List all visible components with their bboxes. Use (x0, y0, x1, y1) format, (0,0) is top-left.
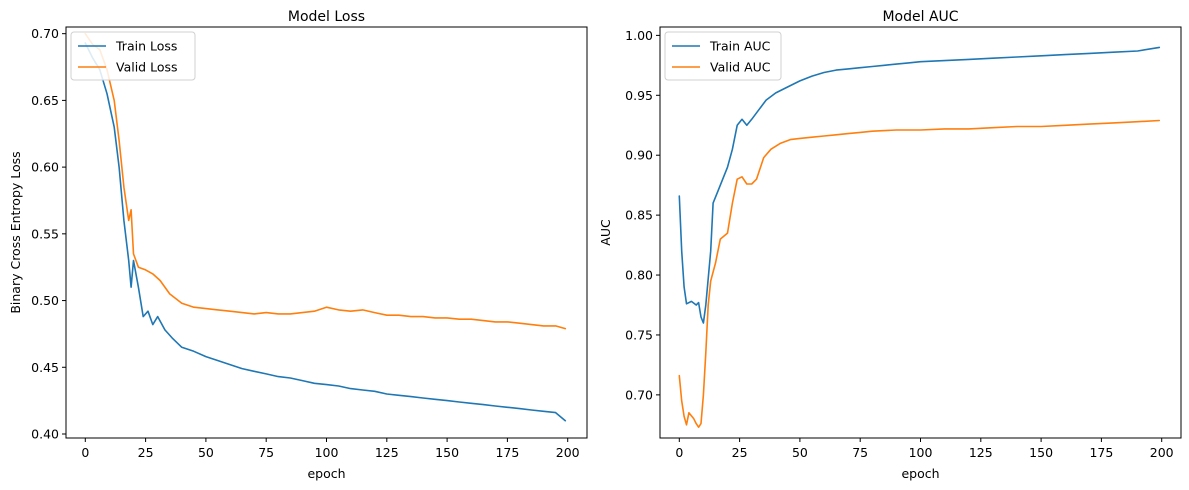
x-tick-label: 50 (792, 445, 808, 460)
legend-box (664, 31, 782, 81)
x-tick-label: 25 (732, 445, 748, 460)
legend-label: Valid AUC (710, 60, 771, 75)
series-line-train-auc (678, 46, 1161, 324)
y-tick-label: 1.00 (625, 28, 653, 43)
chart-title: Model AUC (882, 9, 958, 25)
x-axis-label: epoch (901, 466, 939, 481)
y-axis-label: AUC (598, 219, 613, 246)
y-tick-label: 0.50 (31, 293, 59, 308)
x-tick-label: 125 (969, 445, 993, 460)
x-tick-label: 100 (315, 445, 339, 460)
x-tick-label: 0 (81, 445, 89, 460)
x-tick-label: 150 (1029, 445, 1053, 460)
chart-panel-model-loss: 0 25 50 75 100 125 150 175 200 0.40 0.45 0.50 0.55 0.… (8, 9, 588, 481)
x-tick-label: 50 (198, 445, 214, 460)
y-tick-label: 0.55 (31, 226, 59, 241)
chart-panel-model-auc: 0 25 50 75 100 125 150 175 200 0.70 0.75 0.80 0.85 0.… (598, 9, 1182, 481)
legend-box (70, 31, 196, 81)
legend-label: Valid Loss (116, 60, 178, 75)
y-tick-label: 0.65 (31, 93, 59, 108)
x-tick-label: 25 (138, 445, 154, 460)
x-tick-label: 200 (1150, 445, 1174, 460)
x-tick-label: 125 (375, 445, 399, 460)
y-tick-label: 0.95 (625, 88, 653, 103)
plot-frame (65, 26, 588, 439)
y-tick-label: 0.40 (31, 426, 59, 441)
legend: Train Loss Valid Loss (70, 31, 196, 81)
y-tick-label: 0.80 (625, 268, 653, 283)
x-tick-label: 175 (495, 445, 519, 460)
plot-frame (659, 26, 1182, 439)
x-tick-label: 200 (556, 445, 580, 460)
y-tick-label: 0.60 (31, 160, 59, 175)
x-tick-label: 75 (258, 445, 274, 460)
x-tick-label: 150 (435, 445, 459, 460)
y-tick-label: 0.45 (31, 360, 59, 375)
y-tick-label: 0.75 (625, 327, 653, 342)
x-tick-label: 100 (909, 445, 933, 460)
legend-label: Train AUC (709, 39, 771, 54)
x-axis-label: epoch (307, 466, 345, 481)
x-tick-label: 0 (675, 445, 683, 460)
legend-label: Train Loss (115, 39, 177, 54)
series-line-valid-auc (678, 119, 1161, 428)
y-tick-label: 0.85 (625, 208, 653, 223)
x-tick-label: 175 (1089, 445, 1113, 460)
chart-title: Model Loss (288, 9, 365, 25)
y-tick-label: 0.90 (625, 148, 653, 163)
y-axis-label: Binary Cross Entropy Loss (8, 151, 23, 313)
y-tick-label: 0.70 (31, 26, 59, 41)
legend: Train AUC Valid AUC (664, 31, 782, 81)
x-tick-label: 75 (852, 445, 868, 460)
series-line-valid-loss (84, 32, 567, 330)
y-tick-label: 0.70 (625, 387, 653, 402)
series-line-train-loss (84, 42, 567, 422)
